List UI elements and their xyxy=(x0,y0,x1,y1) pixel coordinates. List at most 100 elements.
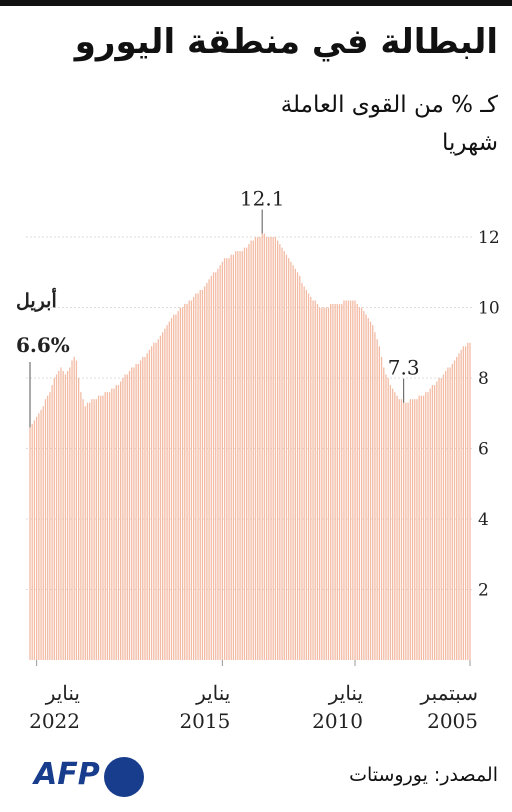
bar xyxy=(254,237,257,660)
bar xyxy=(274,237,277,660)
bar xyxy=(345,300,347,660)
bar xyxy=(162,332,164,660)
bar xyxy=(77,378,80,660)
bar xyxy=(281,247,283,660)
bar xyxy=(279,244,281,660)
bar xyxy=(318,307,321,660)
bar xyxy=(100,395,102,660)
y-tick-label: 4 xyxy=(478,510,489,530)
bar xyxy=(93,399,95,660)
bar xyxy=(334,304,336,660)
bar xyxy=(285,254,288,661)
bar xyxy=(157,339,159,660)
bar xyxy=(188,300,190,660)
x-tick-label: يناير 2015 xyxy=(179,681,230,733)
y-tick-label: 2 xyxy=(478,581,489,601)
bar xyxy=(102,395,104,660)
bar xyxy=(445,370,447,660)
x-tick-label-line: يناير xyxy=(328,681,363,705)
bar xyxy=(252,240,254,660)
bar xyxy=(464,346,467,660)
bar xyxy=(301,282,303,660)
bar xyxy=(453,360,456,660)
bar xyxy=(150,346,153,660)
bar xyxy=(71,360,73,660)
annotation-label: 6.6% xyxy=(16,333,70,357)
title: البطالة في منطقة اليورو xyxy=(74,22,498,62)
bar xyxy=(181,307,184,660)
bar xyxy=(108,392,111,660)
bar xyxy=(31,423,33,660)
bar xyxy=(173,314,175,660)
bar xyxy=(372,325,374,660)
x-tick-label-line: 2010 xyxy=(312,709,363,733)
bar xyxy=(458,353,460,660)
bar xyxy=(365,314,367,660)
bar xyxy=(347,300,350,660)
bar xyxy=(336,304,338,660)
bar xyxy=(418,395,420,660)
bar xyxy=(270,237,272,660)
bar xyxy=(414,399,416,660)
bar xyxy=(405,402,407,660)
bar xyxy=(250,240,252,660)
bar xyxy=(307,293,310,660)
bar xyxy=(64,374,67,660)
bar xyxy=(29,427,31,660)
bar xyxy=(451,363,453,660)
bar xyxy=(449,367,451,660)
bar xyxy=(201,289,204,660)
bar xyxy=(75,360,78,660)
bar xyxy=(195,293,197,660)
bar xyxy=(427,392,429,660)
bar xyxy=(460,349,462,660)
bar xyxy=(228,258,230,660)
bar xyxy=(184,304,186,660)
bar xyxy=(192,296,195,660)
bar xyxy=(197,293,199,660)
bar xyxy=(263,233,266,660)
y-tick-label: 6 xyxy=(478,440,489,460)
bar xyxy=(380,356,383,660)
bar xyxy=(38,413,40,660)
bar xyxy=(126,374,128,660)
bar xyxy=(349,300,352,660)
bar xyxy=(33,420,36,660)
bar xyxy=(438,378,440,660)
bar xyxy=(361,307,363,660)
bar xyxy=(422,395,425,660)
bar xyxy=(148,349,151,660)
y-tick-label: 8 xyxy=(478,369,489,389)
bar xyxy=(290,261,292,660)
bar xyxy=(55,374,58,660)
bar xyxy=(391,388,394,660)
y-tick-label: 10 xyxy=(478,299,500,319)
bar xyxy=(327,307,330,660)
bar xyxy=(374,332,376,660)
bar xyxy=(53,378,55,660)
bar xyxy=(303,286,305,660)
bar xyxy=(469,342,471,660)
bar xyxy=(330,304,332,660)
source: المصدر: يوروستات xyxy=(349,764,498,786)
bar xyxy=(230,254,232,661)
bar xyxy=(400,399,403,660)
bar xyxy=(241,251,243,661)
x-tick-label-line: سبتمبر xyxy=(420,681,478,705)
bar xyxy=(210,275,212,660)
bar xyxy=(338,304,341,660)
bar xyxy=(40,409,42,660)
bar xyxy=(429,388,431,660)
bar xyxy=(113,388,115,660)
bar xyxy=(425,392,427,660)
logo: AFP xyxy=(34,757,100,792)
bar xyxy=(296,272,299,660)
bar xyxy=(69,367,71,660)
x-tick-label: يناير 2010 xyxy=(312,681,363,733)
bar xyxy=(288,258,290,660)
bar xyxy=(310,296,312,660)
bar xyxy=(369,321,372,660)
bar xyxy=(155,342,157,660)
bar xyxy=(343,300,345,660)
subtitle: كـ % من القوى العاملة xyxy=(280,92,498,118)
